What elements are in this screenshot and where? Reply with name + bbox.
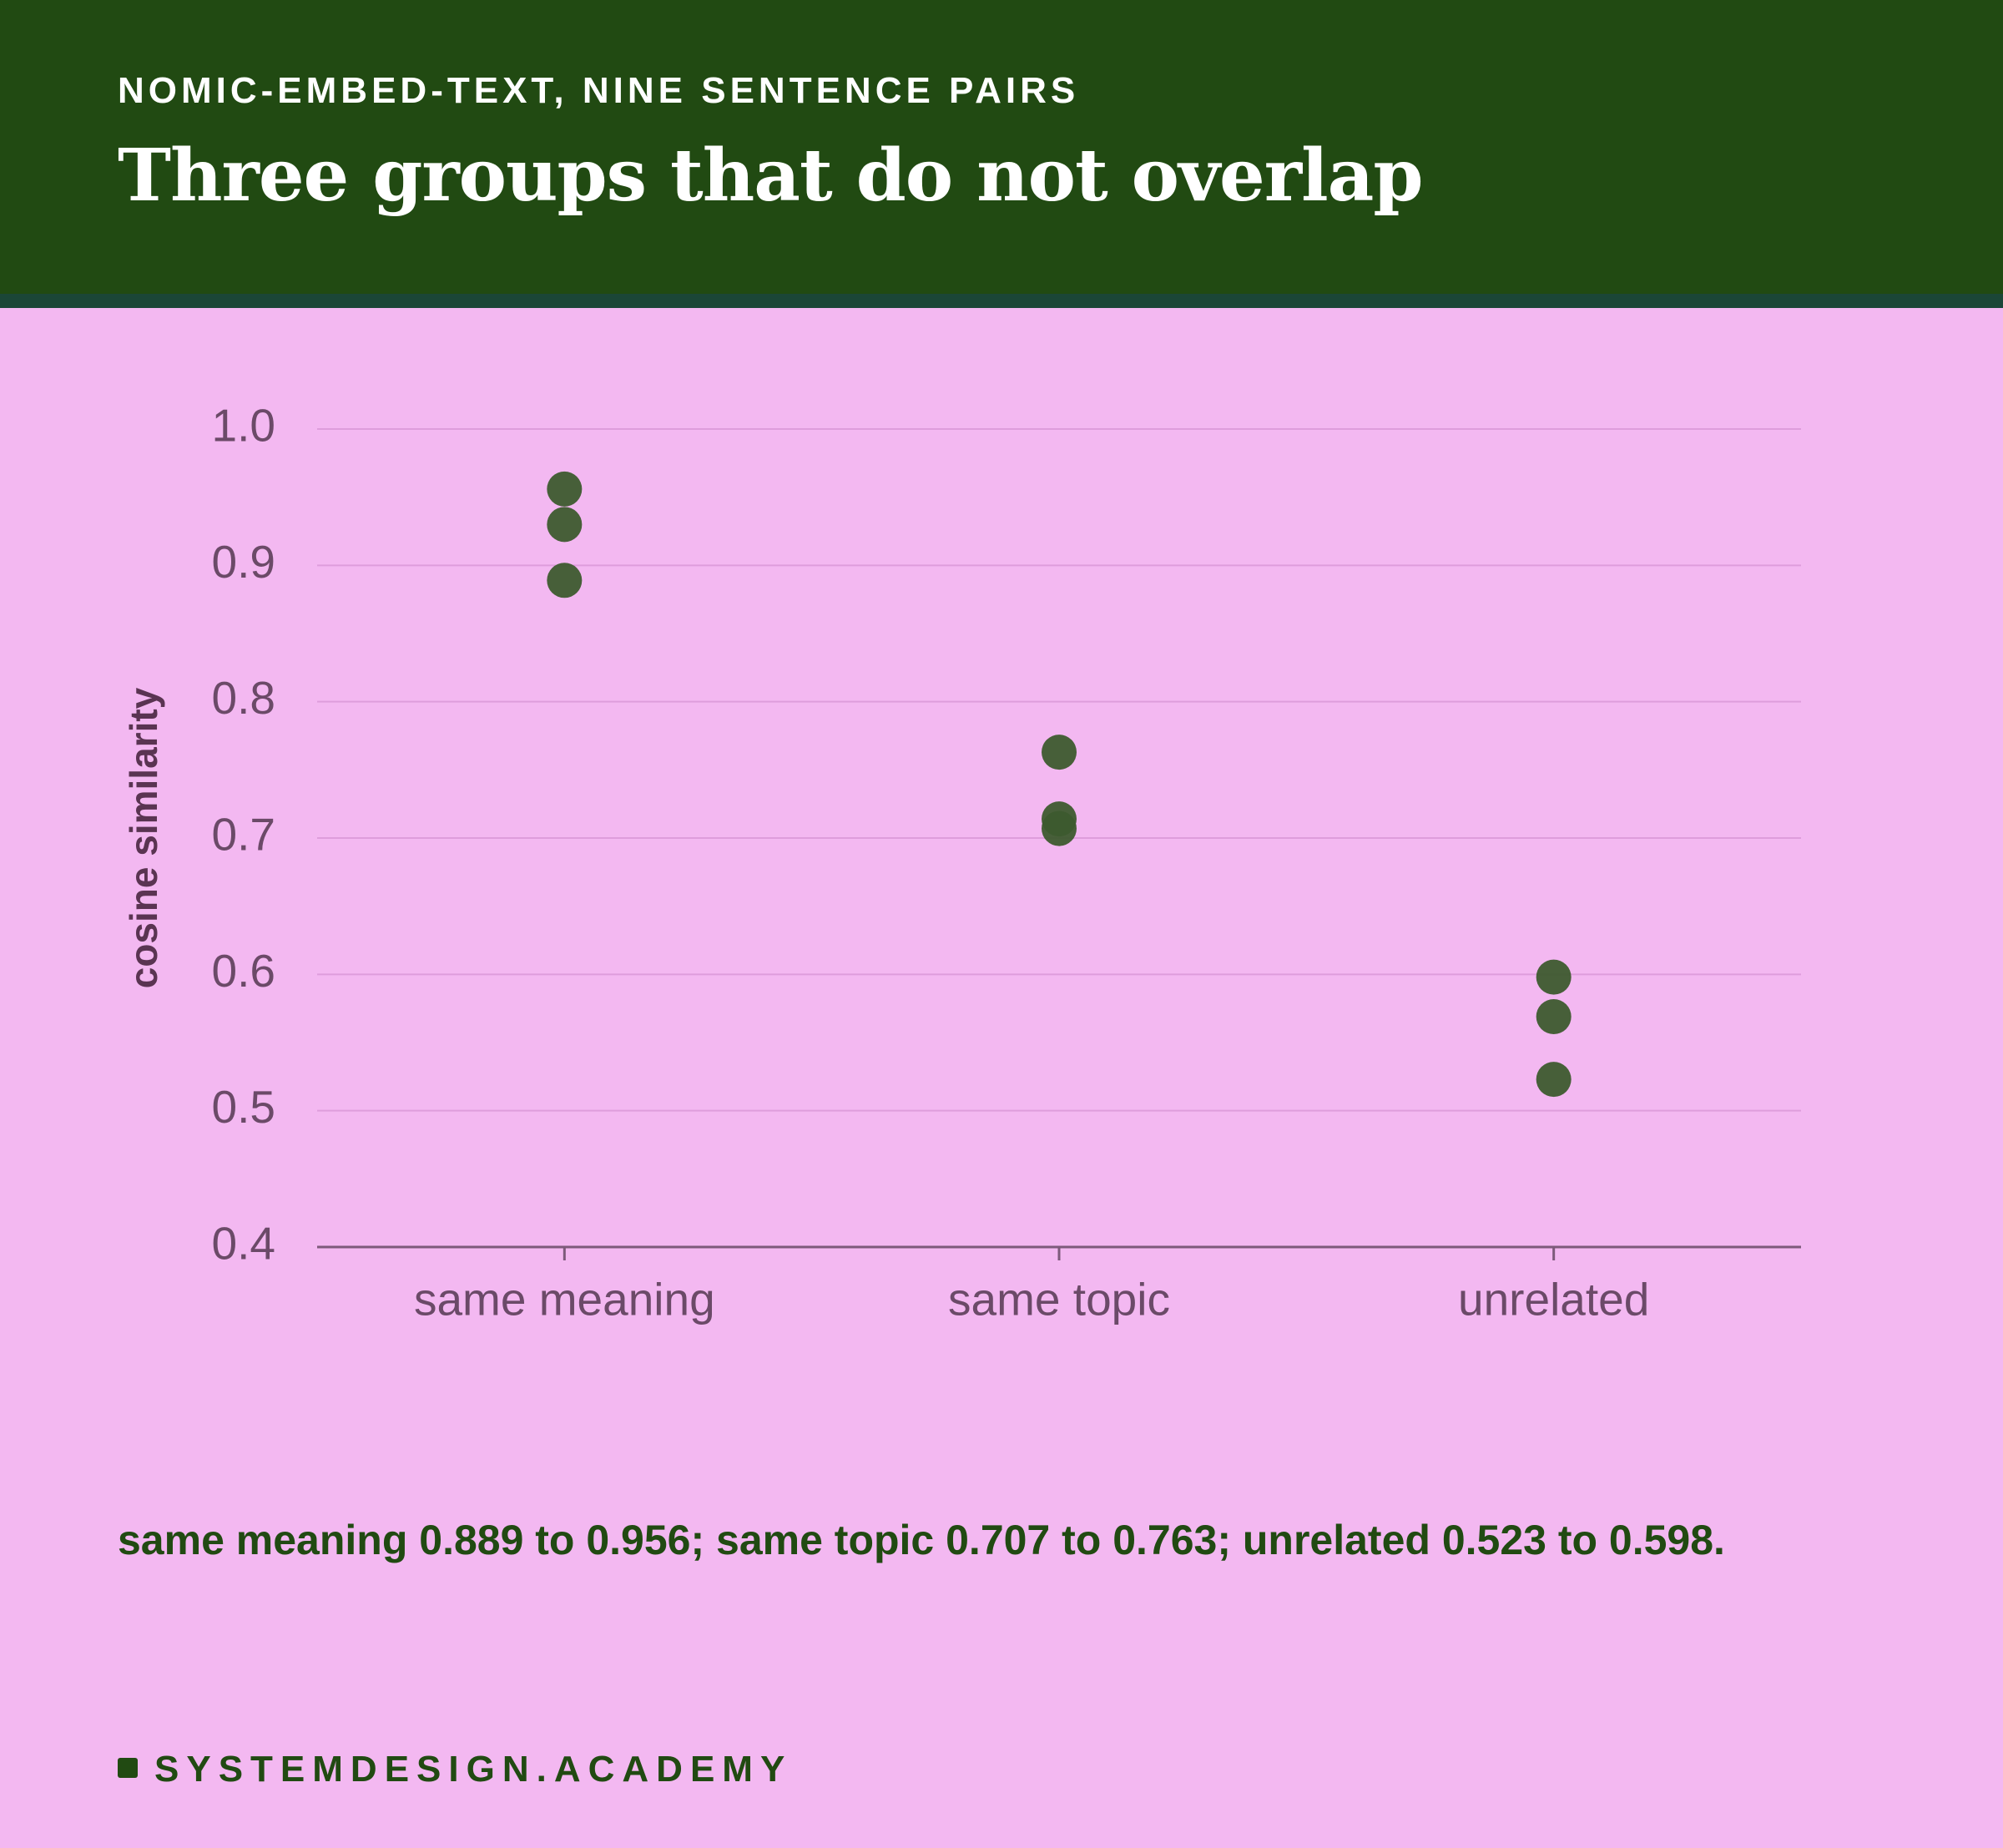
- footer: SYSTEMDESIGN.ACADEMY: [118, 1749, 792, 1790]
- chart: 0.4 0.5 0.6 0.7 0.8 0.9 1.0 cosine similarity sa…: [122, 400, 1801, 1325]
- y-tick-label: 0.4: [212, 1218, 275, 1270]
- dot: [1042, 810, 1077, 846]
- subtitle: NOMIC-EMBED-TEXT, NINE SENTENCE PAIRS: [118, 70, 1080, 111]
- y-tick-label: 0.7: [212, 809, 275, 861]
- footer-mark: [118, 1758, 138, 1778]
- dot: [1536, 959, 1572, 995]
- y-axis-label: cosine similarity: [122, 687, 165, 988]
- header: NOMIC-EMBED-TEXT, NINE SENTENCE PAIRS Th…: [0, 0, 2003, 308]
- y-tick-label: 0.6: [212, 945, 275, 997]
- y-tick-label: 1.0: [212, 400, 275, 452]
- y-tick-label: 0.8: [212, 672, 275, 724]
- caption: same meaning 0.889 to 0.956; same topic …: [118, 1517, 1725, 1563]
- x-tick-label: same meaning: [414, 1274, 715, 1325]
- dot: [547, 471, 583, 507]
- x-tick-label: same topic: [948, 1274, 1170, 1325]
- dot: [1536, 1062, 1572, 1098]
- title: Three groups that do not overlap: [118, 134, 1424, 218]
- dot: [1536, 998, 1572, 1034]
- y-tick-label: 0.5: [212, 1081, 275, 1133]
- footer-text: SYSTEMDESIGN.ACADEMY: [154, 1749, 793, 1790]
- y-tick-label: 0.9: [212, 536, 275, 588]
- dot: [547, 507, 583, 543]
- dot: [547, 563, 583, 598]
- dot: [1042, 735, 1077, 770]
- x-tick-label: unrelated: [1458, 1274, 1649, 1325]
